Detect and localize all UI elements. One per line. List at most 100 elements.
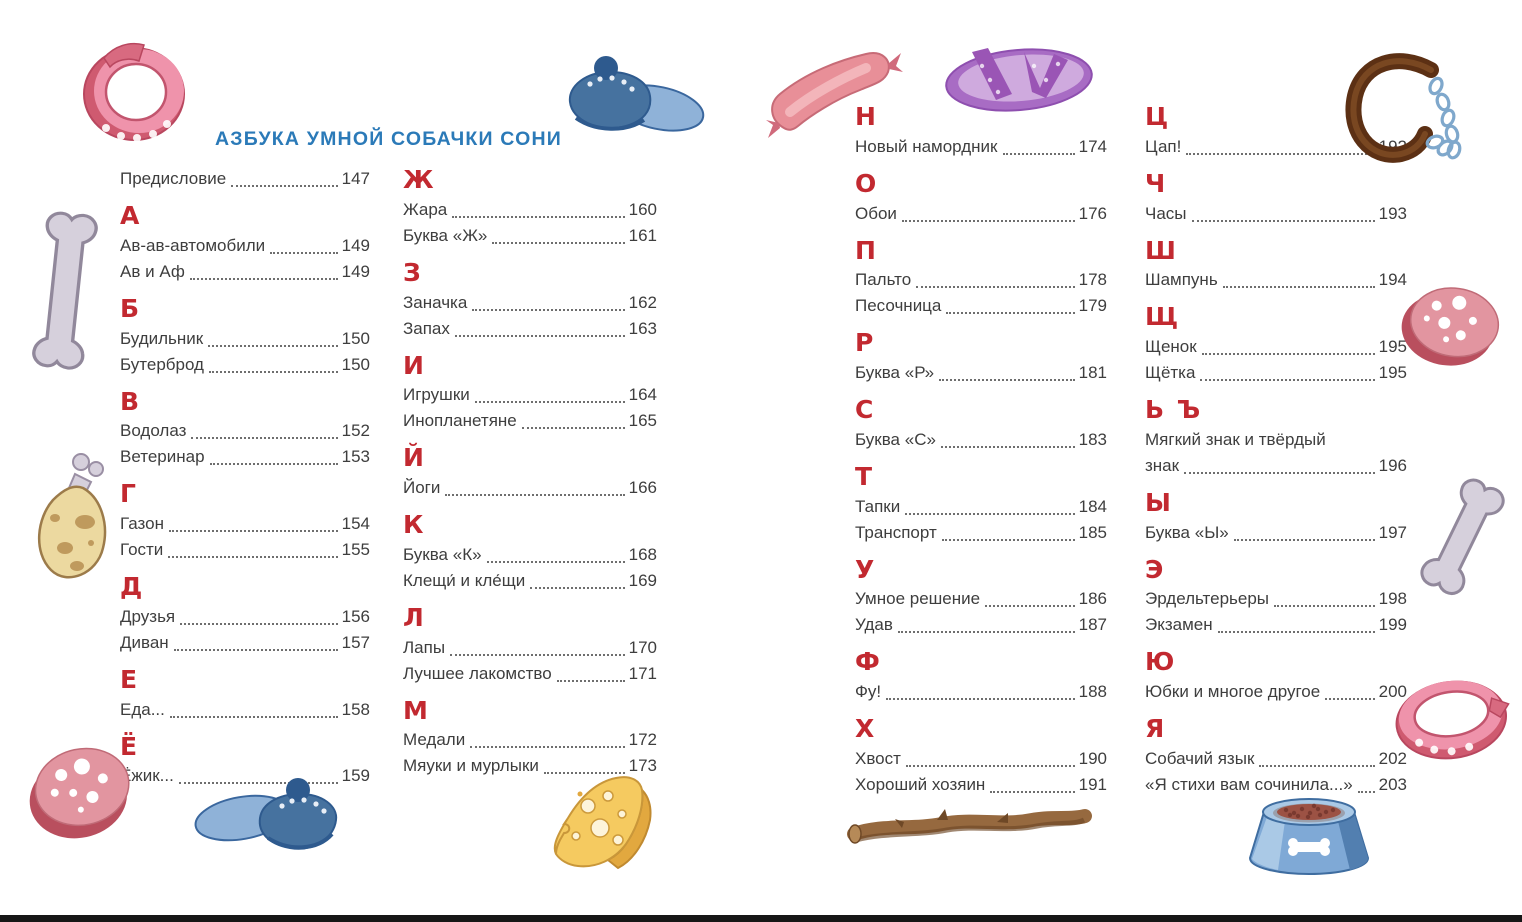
entry-page-number: 171 bbox=[628, 663, 657, 683]
toc-entry: Буква «Р» 181 bbox=[855, 360, 1107, 386]
entry-page-number: 153 bbox=[341, 447, 370, 467]
dot-leader bbox=[1002, 152, 1075, 155]
toc-entry: Песочница 179 bbox=[855, 293, 1107, 319]
entry-title: Новый намордник bbox=[855, 136, 998, 156]
toc-entry: Фу! 188 bbox=[855, 679, 1107, 705]
toc-entry: Хвост 190 bbox=[855, 746, 1107, 772]
toc-entry: Жара 160 bbox=[403, 197, 657, 223]
muzzle-chain-icon bbox=[1335, 48, 1467, 170]
toc-entry: Пальто 178 bbox=[855, 267, 1107, 293]
entry-page-number: 186 bbox=[1078, 589, 1107, 609]
dot-leader bbox=[1233, 538, 1375, 541]
entry-title: Ёжик... bbox=[120, 766, 174, 786]
entry-page-number: 158 bbox=[341, 699, 370, 719]
toc-entry: Медали 172 bbox=[403, 727, 657, 753]
dot-leader bbox=[990, 790, 1075, 793]
entry-title: Щётка bbox=[1145, 363, 1196, 382]
entry-title: Собачий язык bbox=[1145, 748, 1255, 768]
dot-leader bbox=[178, 782, 338, 785]
entry-title: Умное решение bbox=[855, 589, 981, 609]
dog-bowl-icon bbox=[1238, 782, 1380, 880]
entry-page-number: 191 bbox=[1078, 774, 1107, 794]
toc-entry: Буква «С» 183 bbox=[855, 427, 1107, 453]
entry-page-number: 190 bbox=[1078, 748, 1107, 768]
sausage-icon bbox=[762, 40, 904, 140]
dot-leader bbox=[1357, 790, 1375, 793]
toc-section: Г Газон 154 Гости 155 bbox=[120, 479, 370, 563]
toc-section: Б Будильник 150 Бутерброд 150 bbox=[120, 293, 370, 378]
entry-title: Шампунь bbox=[1145, 270, 1218, 290]
entry-page-number: 147 bbox=[341, 169, 370, 188]
entry-page-number: 150 bbox=[341, 354, 370, 374]
entry-title: Запах bbox=[403, 318, 450, 338]
section-letter: Л bbox=[403, 602, 426, 632]
toc-entry: Обои 176 bbox=[855, 201, 1107, 227]
entry-page-number: 169 bbox=[628, 570, 657, 590]
toc-entry: Лапы 170 bbox=[403, 635, 657, 661]
dot-leader bbox=[886, 698, 1075, 700]
dot-leader bbox=[905, 512, 1075, 515]
dot-leader bbox=[208, 370, 338, 373]
toc-column-3: Н Новый намордник 174 О Обои 176 П Пальто 178 Пес… bbox=[855, 102, 1107, 808]
toc-section: Э Эрдельтерьеры 198 Экзамен 199 bbox=[1145, 555, 1407, 639]
drumstick-icon bbox=[25, 448, 127, 590]
entry-page-number: 149 bbox=[341, 235, 370, 255]
toc-entry: Ёжик... 159 bbox=[120, 763, 370, 789]
toc-entry: Юбки и многое другое 200 bbox=[1145, 679, 1407, 705]
dot-leader bbox=[905, 764, 1075, 767]
toc-entry: Друзья 156 bbox=[120, 604, 370, 630]
dot-leader bbox=[1217, 631, 1375, 634]
toc-entry: Водолаз 152 bbox=[120, 418, 370, 444]
entry-page-number: 178 bbox=[1078, 270, 1107, 290]
entry-page-number: 157 bbox=[341, 632, 370, 652]
entry-page-number: 159 bbox=[341, 766, 370, 786]
toc-entry: Ав и Аф 149 bbox=[120, 259, 370, 285]
toc-entry: Заначка 162 bbox=[403, 290, 657, 316]
section-letter: Ц bbox=[1145, 102, 1171, 131]
entry-title: Цап! bbox=[1145, 136, 1182, 156]
toc-entry: Ветеринар 153 bbox=[120, 444, 370, 470]
page-title: АЗБУКА УМНОЙ СОБАЧКИ СОНИ bbox=[215, 128, 562, 150]
entry-title: Заначка bbox=[403, 292, 468, 312]
pink-collar-icon bbox=[1390, 662, 1512, 774]
entry-page-number: 193 bbox=[1378, 203, 1407, 223]
dot-leader bbox=[445, 494, 625, 496]
toc-entry: Буква «Ж» 161 bbox=[403, 223, 657, 249]
toc-entry: Будильник 150 bbox=[120, 326, 370, 352]
section-letter: Ь Ъ bbox=[1145, 395, 1203, 424]
dot-leader bbox=[470, 746, 625, 749]
dot-leader bbox=[270, 251, 338, 254]
section-letter: Ш bbox=[1145, 235, 1178, 265]
entry-title: Эрдельтерьеры bbox=[1145, 589, 1270, 609]
dot-leader bbox=[940, 445, 1075, 448]
toc-section: Ф Фу! 188 bbox=[855, 647, 1107, 705]
dot-leader bbox=[472, 308, 625, 311]
section-letter: Б bbox=[120, 293, 142, 323]
pink-collar-icon bbox=[78, 36, 190, 148]
entry-title: Игрушки bbox=[403, 385, 470, 405]
entry-title: знак bbox=[1145, 455, 1180, 475]
toc-entry: Мягкий знак и твёрдый bbox=[1145, 427, 1407, 453]
entry-title: Йоги bbox=[403, 478, 441, 497]
entry-page-number: 188 bbox=[1078, 682, 1107, 701]
dot-leader bbox=[530, 586, 625, 589]
entry-title: Гости bbox=[120, 540, 164, 559]
entry-page-number: 172 bbox=[628, 730, 657, 750]
toc-section: М Медали 172 Мяуки и мурлыки 173 bbox=[403, 696, 657, 780]
dot-leader bbox=[492, 241, 625, 244]
toc-section: Ч Часы 193 bbox=[1145, 169, 1407, 227]
entry-page-number: 179 bbox=[1078, 296, 1107, 316]
toc-entry: Шампунь 194 bbox=[1145, 267, 1407, 293]
entry-title: Медали bbox=[403, 730, 466, 750]
dot-leader bbox=[180, 622, 338, 625]
entry-page-number: 156 bbox=[341, 606, 370, 626]
toc-section: Х Хвост 190 Хороший хозяин 191 bbox=[855, 714, 1107, 798]
section-letter: Ф bbox=[855, 647, 882, 677]
toc-entry: Игрушки 164 bbox=[403, 382, 657, 408]
dot-leader bbox=[901, 219, 1075, 222]
section-letter: Х bbox=[855, 714, 877, 743]
entry-page-number: 173 bbox=[628, 756, 657, 776]
entry-title: Буква «С» bbox=[855, 429, 936, 449]
entry-page-number: 168 bbox=[628, 544, 657, 564]
entry-page-number: 163 bbox=[628, 318, 657, 338]
